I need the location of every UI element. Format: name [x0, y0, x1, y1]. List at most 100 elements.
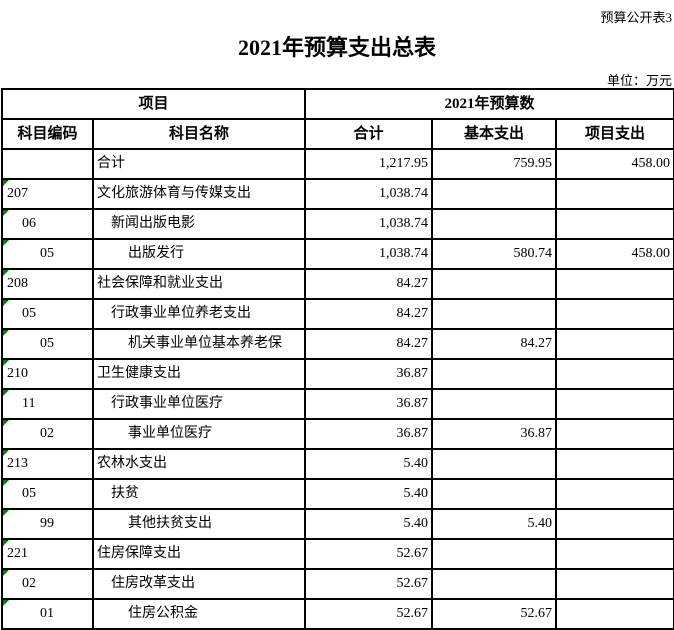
project-expense-cell[interactable] — [555, 598, 674, 630]
basic-expense-cell[interactable]: 36.87 — [431, 418, 558, 450]
subject-code-cell[interactable]: 02 — [1, 418, 94, 450]
text-format-flag-icon — [4, 481, 9, 486]
subject-code-cell-text: 11 — [22, 396, 36, 411]
subject-name-cell[interactable]: 住房改革支出 — [91, 568, 307, 600]
subject-name-cell[interactable]: 新闻出版电影 — [91, 208, 307, 240]
project-expense-cell[interactable] — [555, 448, 674, 480]
subject-name-cell[interactable]: 行政事业单位医疗 — [91, 388, 307, 420]
subject-code-cell[interactable]: 06 — [1, 208, 94, 240]
basic-expense-cell[interactable]: 52.67 — [431, 598, 558, 630]
header-basic-expense[interactable]: 基本支出 — [431, 118, 558, 150]
total-cell[interactable]: 36.87 — [304, 418, 434, 450]
basic-expense-cell[interactable] — [431, 178, 558, 210]
basic-expense-cell[interactable] — [431, 268, 558, 300]
project-expense-cell[interactable] — [555, 208, 674, 240]
basic-expense-cell[interactable] — [431, 298, 558, 330]
subject-code-cell[interactable]: 99 — [1, 508, 94, 540]
basic-expense-cell[interactable] — [431, 538, 558, 570]
subject-code-cell[interactable]: 207 — [1, 178, 94, 210]
project-expense-cell[interactable] — [555, 358, 674, 390]
subject-name-cell[interactable]: 其他扶贫支出 — [91, 508, 307, 540]
subject-code-cell[interactable]: 221 — [1, 538, 94, 570]
subject-name-cell[interactable]: 合计 — [91, 148, 307, 180]
subject-code-cell-text: 02 — [40, 426, 54, 441]
total-cell-text: 84.27 — [396, 276, 429, 291]
project-expense-cell[interactable] — [555, 508, 674, 540]
subject-name-cell[interactable]: 住房公积金 — [91, 598, 307, 630]
subject-code-cell[interactable]: 05 — [1, 238, 94, 270]
total-cell[interactable]: 84.27 — [304, 328, 434, 360]
total-cell[interactable]: 5.40 — [304, 508, 434, 540]
basic-expense-cell[interactable]: 580.74 — [431, 238, 558, 270]
subject-code-cell[interactable]: 210 — [1, 358, 94, 390]
project-expense-cell[interactable] — [555, 388, 674, 420]
table-row: 01 住房公积金 52.67 52.67 — [1, 598, 674, 630]
basic-expense-cell[interactable]: 759.95 — [431, 148, 558, 180]
subject-name-cell[interactable]: 住房保障支出 — [91, 538, 307, 570]
subject-code-cell[interactable]: 05 — [1, 298, 94, 330]
header-budget-group[interactable]: 2021年预算数 — [304, 88, 674, 120]
subject-code-cell[interactable]: 11 — [1, 388, 94, 420]
subject-name-cell[interactable]: 事业单位医疗 — [91, 418, 307, 450]
subject-code-cell[interactable]: 05 — [1, 478, 94, 510]
subject-name-cell-text: 住房保障支出 — [97, 546, 181, 561]
basic-expense-cell[interactable] — [431, 208, 558, 240]
project-expense-cell[interactable]: 458.00 — [555, 148, 674, 180]
total-cell-text: 36.87 — [396, 426, 429, 441]
basic-expense-cell[interactable] — [431, 568, 558, 600]
total-cell[interactable]: 84.27 — [304, 268, 434, 300]
total-cell[interactable]: 84.27 — [304, 298, 434, 330]
subject-name-cell[interactable]: 文化旅游体育与传媒支出 — [91, 178, 307, 210]
header-subject-name[interactable]: 科目名称 — [91, 118, 307, 150]
total-cell[interactable]: 36.87 — [304, 388, 434, 420]
subject-name-cell[interactable]: 农林水支出 — [91, 448, 307, 480]
total-cell[interactable]: 36.87 — [304, 358, 434, 390]
project-expense-cell[interactable] — [555, 538, 674, 570]
total-cell[interactable]: 5.40 — [304, 448, 434, 480]
project-expense-cell[interactable] — [555, 478, 674, 510]
header-project-group[interactable]: 项目 — [0, 88, 307, 120]
table-row: 221 住房保障支出 52.67 — [1, 538, 674, 570]
project-expense-cell[interactable] — [555, 268, 674, 300]
total-cell[interactable]: 52.67 — [304, 538, 434, 570]
total-cell[interactable]: 1,217.95 — [304, 148, 434, 180]
subject-name-cell[interactable]: 社会保障和就业支出 — [91, 268, 307, 300]
project-expense-cell[interactable] — [555, 298, 674, 330]
header-total[interactable]: 合计 — [304, 118, 434, 150]
subject-code-cell[interactable] — [1, 148, 94, 180]
basic-expense-cell[interactable] — [431, 388, 558, 420]
subject-code-cell[interactable]: 02 — [1, 568, 94, 600]
total-cell[interactable]: 5.40 — [304, 478, 434, 510]
subject-name-cell[interactable]: 行政事业单位养老支出 — [91, 298, 307, 330]
basic-expense-cell[interactable]: 84.27 — [431, 328, 558, 360]
total-cell[interactable]: 1,038.74 — [304, 178, 434, 210]
basic-expense-cell[interactable] — [431, 448, 558, 480]
subject-name-cell[interactable]: 机关事业单位基本养老保 — [91, 328, 307, 360]
subject-name-cell[interactable]: 出版发行 — [91, 238, 307, 270]
subject-name-cell[interactable]: 卫生健康支出 — [91, 358, 307, 390]
subject-code-cell[interactable]: 213 — [1, 448, 94, 480]
subject-code-cell[interactable]: 208 — [1, 268, 94, 300]
subject-code-cell-text: 05 — [22, 486, 36, 501]
subject-code-cell[interactable]: 01 — [1, 598, 94, 630]
project-expense-cell[interactable] — [555, 418, 674, 450]
subject-name-cell[interactable]: 扶贫 — [91, 478, 307, 510]
project-expense-cell[interactable] — [555, 328, 674, 360]
basic-expense-cell[interactable]: 5.40 — [431, 508, 558, 540]
subject-name-cell-text: 卫生健康支出 — [97, 366, 181, 381]
total-cell[interactable]: 52.67 — [304, 568, 434, 600]
project-expense-cell[interactable] — [555, 568, 674, 600]
subject-code-cell-text: 221 — [7, 546, 28, 561]
total-cell[interactable]: 1,038.74 — [304, 208, 434, 240]
total-cell[interactable]: 52.67 — [304, 598, 434, 630]
header-project-expense[interactable]: 项目支出 — [555, 118, 674, 150]
total-cell-text: 1,038.74 — [379, 186, 429, 201]
header-subject-code[interactable]: 科目编码 — [1, 118, 94, 150]
project-expense-cell[interactable]: 458.00 — [555, 238, 674, 270]
basic-expense-cell[interactable] — [431, 478, 558, 510]
project-expense-cell[interactable] — [555, 178, 674, 210]
total-cell[interactable]: 1,038.74 — [304, 238, 434, 270]
subject-code-cell-text: 02 — [22, 576, 36, 591]
basic-expense-cell[interactable] — [431, 358, 558, 390]
subject-code-cell[interactable]: 05 — [1, 328, 94, 360]
